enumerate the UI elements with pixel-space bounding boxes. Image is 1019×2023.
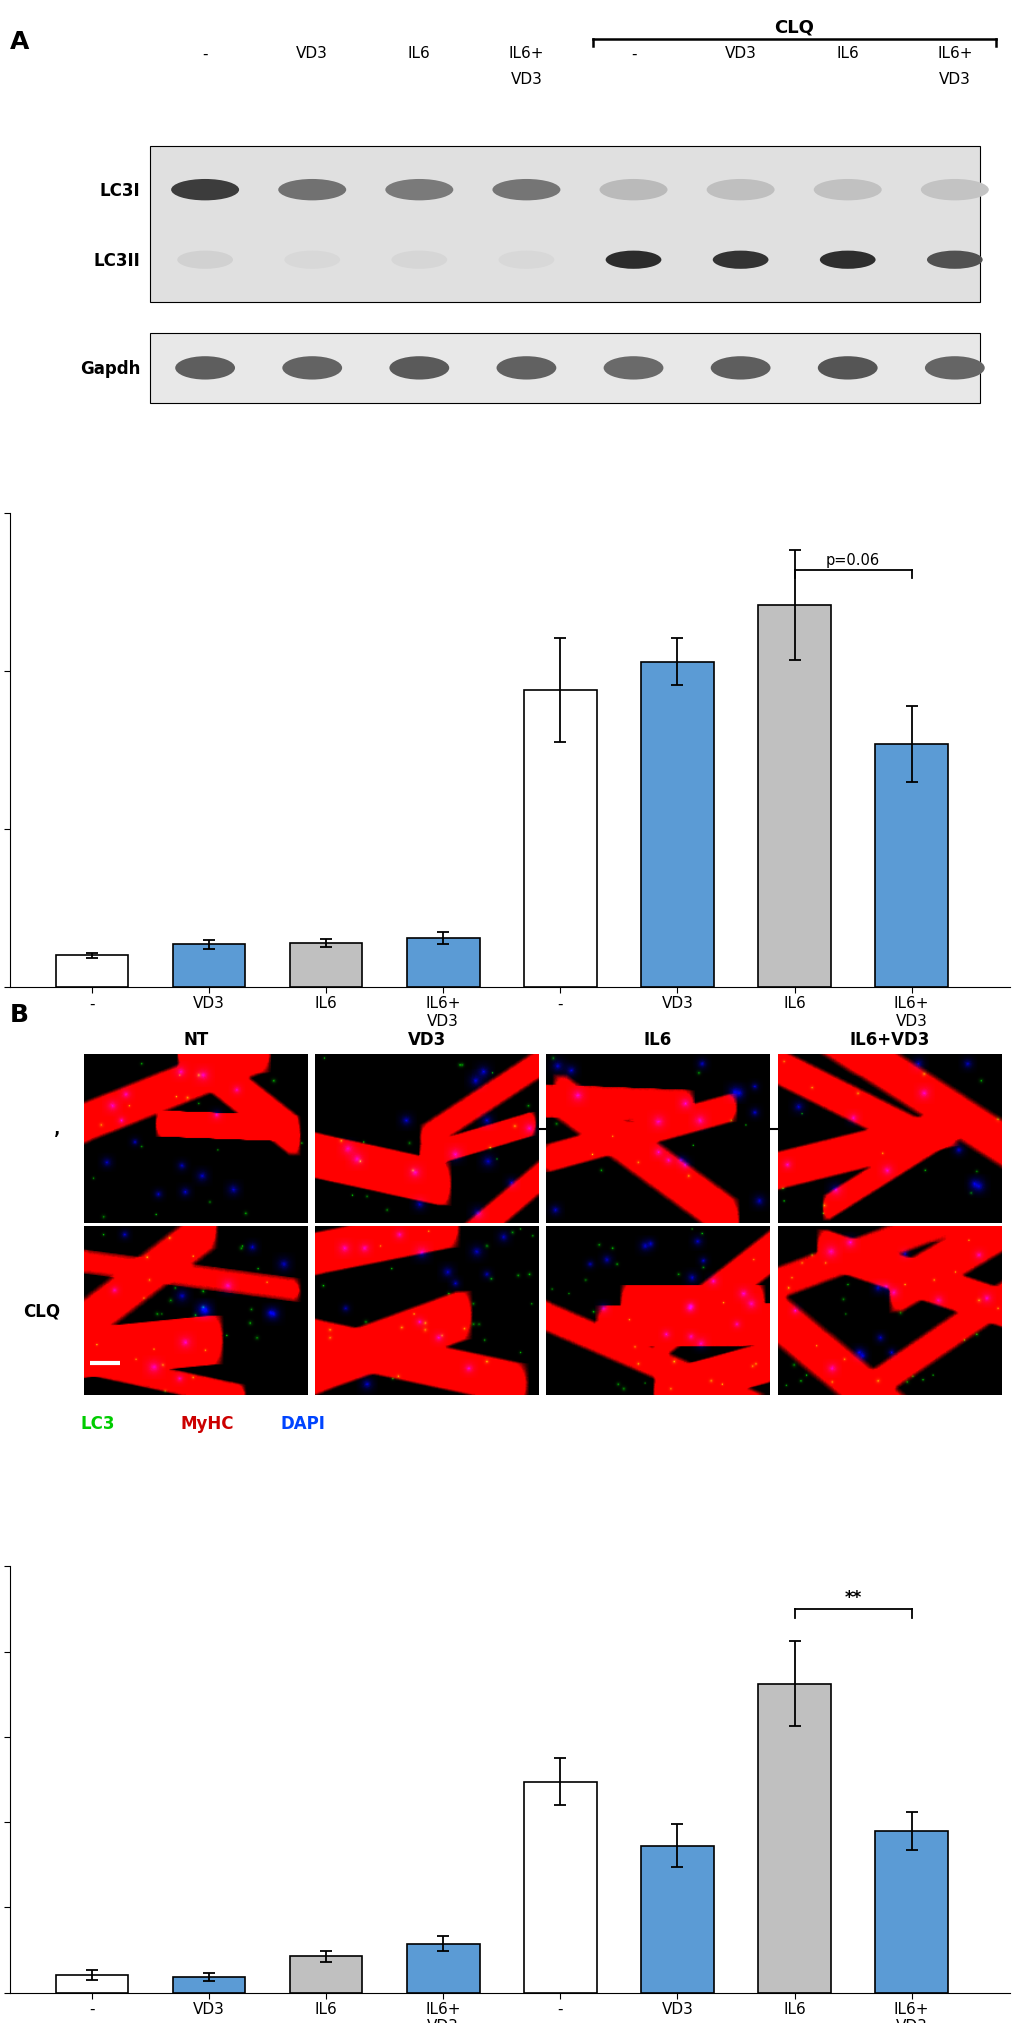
Ellipse shape xyxy=(819,251,874,269)
Bar xyxy=(757,1683,830,1993)
Ellipse shape xyxy=(710,356,769,380)
Ellipse shape xyxy=(391,251,446,269)
Bar xyxy=(150,334,979,405)
Ellipse shape xyxy=(496,356,555,380)
Text: VD3: VD3 xyxy=(510,71,542,87)
Bar xyxy=(641,1845,713,1993)
Ellipse shape xyxy=(817,356,876,380)
Text: DAPI: DAPI xyxy=(280,1414,325,1432)
Bar xyxy=(289,1956,362,1993)
Bar xyxy=(757,605,830,987)
Text: IL6: IL6 xyxy=(408,47,430,61)
Ellipse shape xyxy=(712,251,767,269)
Ellipse shape xyxy=(278,180,345,200)
Bar xyxy=(407,1944,479,1993)
Text: CLQ: CLQ xyxy=(773,18,813,36)
Bar xyxy=(172,1976,246,1993)
Bar xyxy=(150,148,979,303)
Ellipse shape xyxy=(926,251,981,269)
Ellipse shape xyxy=(175,356,234,380)
Text: IL6+: IL6+ xyxy=(936,47,972,61)
Bar xyxy=(641,662,713,987)
Ellipse shape xyxy=(813,180,880,200)
Text: LC3I: LC3I xyxy=(100,182,140,200)
Text: LC3: LC3 xyxy=(81,1414,114,1432)
Text: IL6+: IL6+ xyxy=(508,47,544,61)
Ellipse shape xyxy=(605,251,660,269)
Ellipse shape xyxy=(920,180,987,200)
Ellipse shape xyxy=(603,356,662,380)
Ellipse shape xyxy=(284,251,339,269)
Text: IL6: IL6 xyxy=(643,1030,672,1048)
Ellipse shape xyxy=(498,251,553,269)
Ellipse shape xyxy=(924,356,983,380)
Text: CLQ: CLQ xyxy=(716,1157,754,1175)
Text: Gapdh: Gapdh xyxy=(79,360,140,378)
Text: VD3: VD3 xyxy=(296,47,328,61)
Ellipse shape xyxy=(385,180,452,200)
Bar xyxy=(172,945,246,987)
Ellipse shape xyxy=(282,356,341,380)
Bar xyxy=(56,957,128,987)
Ellipse shape xyxy=(171,180,238,200)
Bar xyxy=(56,1974,128,1993)
Bar xyxy=(524,692,596,987)
Text: VD3: VD3 xyxy=(723,47,756,61)
Text: IL6+VD3: IL6+VD3 xyxy=(848,1030,928,1048)
Ellipse shape xyxy=(706,180,773,200)
Text: NT: NT xyxy=(183,1030,208,1048)
Ellipse shape xyxy=(389,356,448,380)
Ellipse shape xyxy=(492,180,559,200)
Bar xyxy=(874,1831,947,1993)
Bar xyxy=(289,943,362,987)
Text: A: A xyxy=(10,30,30,55)
Bar xyxy=(407,939,479,987)
Ellipse shape xyxy=(599,180,666,200)
Text: -: - xyxy=(202,47,208,61)
Text: IL6: IL6 xyxy=(836,47,858,61)
Text: VD3: VD3 xyxy=(408,1030,445,1048)
Text: p=0.06: p=0.06 xyxy=(825,552,879,568)
Text: B: B xyxy=(10,1003,30,1028)
Text: ’: ’ xyxy=(54,1129,60,1147)
Text: CLQ: CLQ xyxy=(23,1303,60,1321)
Text: VD3: VD3 xyxy=(937,71,970,87)
Bar xyxy=(874,744,947,987)
Bar xyxy=(524,1782,596,1993)
Ellipse shape xyxy=(177,251,232,269)
Text: -: - xyxy=(630,47,636,61)
Text: LC3II: LC3II xyxy=(94,251,140,269)
Text: MyHC: MyHC xyxy=(180,1414,233,1432)
Text: **: ** xyxy=(844,1588,861,1606)
